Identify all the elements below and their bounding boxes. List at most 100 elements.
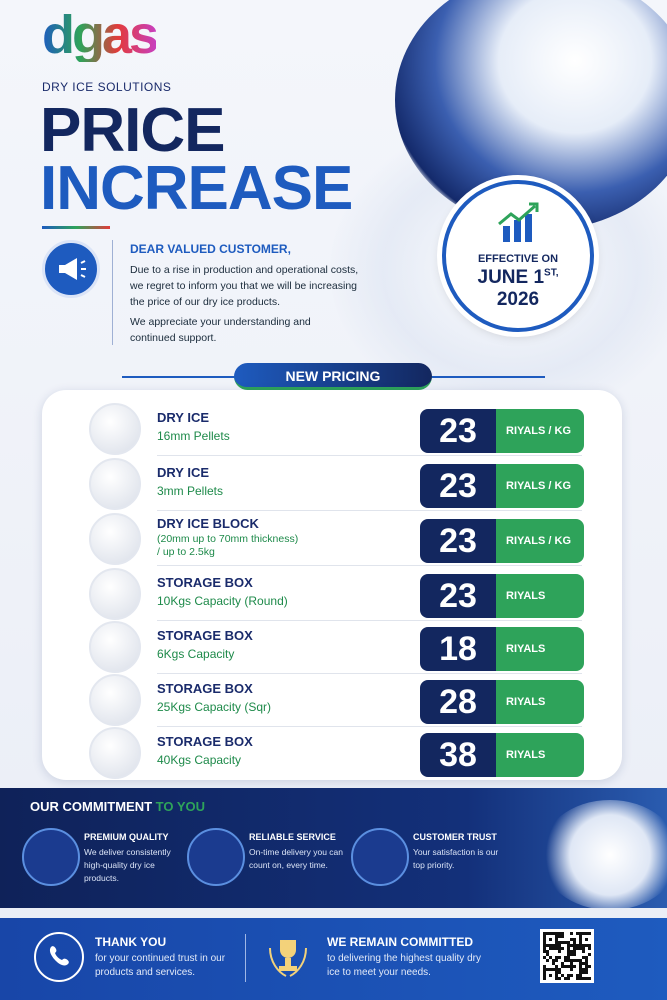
product-image: [89, 513, 141, 565]
qr-module: [564, 941, 567, 944]
effective-date: JUNE 1ST,: [446, 267, 590, 289]
qr-module: [564, 959, 567, 962]
qr-module: [585, 962, 588, 965]
qr-module: [576, 959, 579, 962]
qr-module: [552, 944, 555, 947]
commitment-icon: [351, 828, 409, 886]
qr-module: [573, 953, 576, 956]
footer-text: for your continued trust in our products…: [95, 953, 226, 978]
divider: [112, 240, 113, 345]
qr-module: [573, 941, 576, 944]
qr-module: [555, 977, 558, 980]
qr-module: [573, 938, 576, 941]
qr-module: [582, 962, 585, 965]
qr-module: [576, 932, 579, 935]
price-unit: RIYALS / KG: [496, 519, 584, 563]
product-name: DRY ICE: [157, 410, 210, 425]
qr-module: [561, 941, 564, 944]
qr-module: [570, 950, 573, 953]
commitment-title: OUR COMMITMENT TO YOU: [30, 799, 205, 814]
product-detail: 40Kgs Capacity: [157, 753, 242, 767]
qr-module: [573, 965, 576, 968]
qr-module: [552, 962, 555, 965]
qr-module: [588, 965, 591, 968]
letter-text: Due to a rise in production and operatio…: [130, 264, 359, 308]
qr-code: [540, 929, 594, 983]
qr-module: [543, 947, 546, 950]
qr-module: [549, 938, 552, 941]
qr-module: [567, 950, 570, 953]
qr-module: [543, 950, 546, 953]
price-unit: RIYALS: [496, 733, 584, 777]
product-image: [89, 674, 141, 726]
qr-module: [582, 971, 585, 974]
qr-module: [582, 968, 585, 971]
qr-module: [576, 974, 579, 977]
qr-module: [558, 932, 561, 935]
qr-module: [543, 977, 546, 980]
qr-module: [558, 935, 561, 938]
qr-module: [573, 947, 576, 950]
qr-module: [579, 959, 582, 962]
qr-module: [561, 962, 564, 965]
price-unit: RIYALS: [496, 627, 584, 671]
commitment-icon: [187, 828, 245, 886]
product-detail: 25Kgs Capacity (Sqr): [157, 700, 272, 714]
qr-module: [582, 950, 585, 953]
qr-module: [546, 944, 549, 947]
product-image: [89, 727, 141, 779]
qr-module: [585, 965, 588, 968]
qr-module: [588, 977, 591, 980]
product-name: STORAGE BOX: [157, 681, 253, 696]
qr-module: [579, 971, 582, 974]
qr-module: [570, 962, 573, 965]
qr-module: [549, 974, 552, 977]
price-unit: RIYALS: [496, 574, 584, 618]
product-image: [89, 403, 141, 455]
effective-year: 2026: [496, 289, 540, 310]
accent: [42, 226, 110, 229]
commitment-item-text: Your satisfaction is our top priority.: [413, 847, 499, 870]
qr-module: [561, 932, 564, 935]
effective-badge: EFFECTIVE ON JUNE 1ST, 2026: [442, 180, 594, 332]
qr-module: [573, 950, 576, 953]
qr-module: [558, 977, 561, 980]
row-separator: [157, 673, 582, 674]
qr-module: [561, 974, 564, 977]
qr-module: [555, 956, 558, 959]
tagline: DRY ICE SOLUTIONS: [42, 80, 172, 94]
product-detail: 6Kgs Capacity: [157, 647, 235, 661]
qr-module: [564, 965, 567, 968]
qr-module: [570, 974, 573, 977]
price-row: STORAGE BOX 10Kgs Capacity (Round) 23 RIYAL…: [42, 567, 622, 621]
qr-module: [576, 944, 579, 947]
qr-module: [582, 944, 585, 947]
product-name: STORAGE BOX: [157, 575, 253, 590]
qr-module: [585, 968, 588, 971]
qr-module: [579, 941, 582, 944]
qr-module: [543, 956, 546, 959]
qr-module: [543, 971, 546, 974]
qr-module: [552, 947, 555, 950]
qr-module: [555, 965, 558, 968]
commitment-item-title: RELIABLE SERVICE: [249, 832, 336, 842]
row-separator: [157, 620, 582, 621]
title-line: PRICE: [40, 96, 225, 165]
qr-module: [579, 977, 582, 980]
megaphone-icon: [42, 240, 100, 298]
qr-module: [579, 935, 582, 938]
price: 23: [420, 409, 496, 453]
qr-module: [561, 965, 564, 968]
phone-icon: [34, 932, 84, 982]
price: 23: [420, 519, 496, 563]
qr-module: [555, 944, 558, 947]
qr-module: [552, 959, 555, 962]
qr-module: [555, 938, 558, 941]
qr-module: [570, 953, 573, 956]
product-image: [89, 568, 141, 620]
commitment-item-title: CUSTOMER TRUST: [413, 832, 497, 842]
price-row: DRY ICE BLOCK (20mm up to 70mm thickness)…: [42, 512, 622, 566]
letter-text: We appreciate your understanding and con…: [130, 316, 311, 344]
qr-module: [567, 944, 570, 947]
product-detail: (20mm up to 70mm thickness): [157, 533, 299, 545]
